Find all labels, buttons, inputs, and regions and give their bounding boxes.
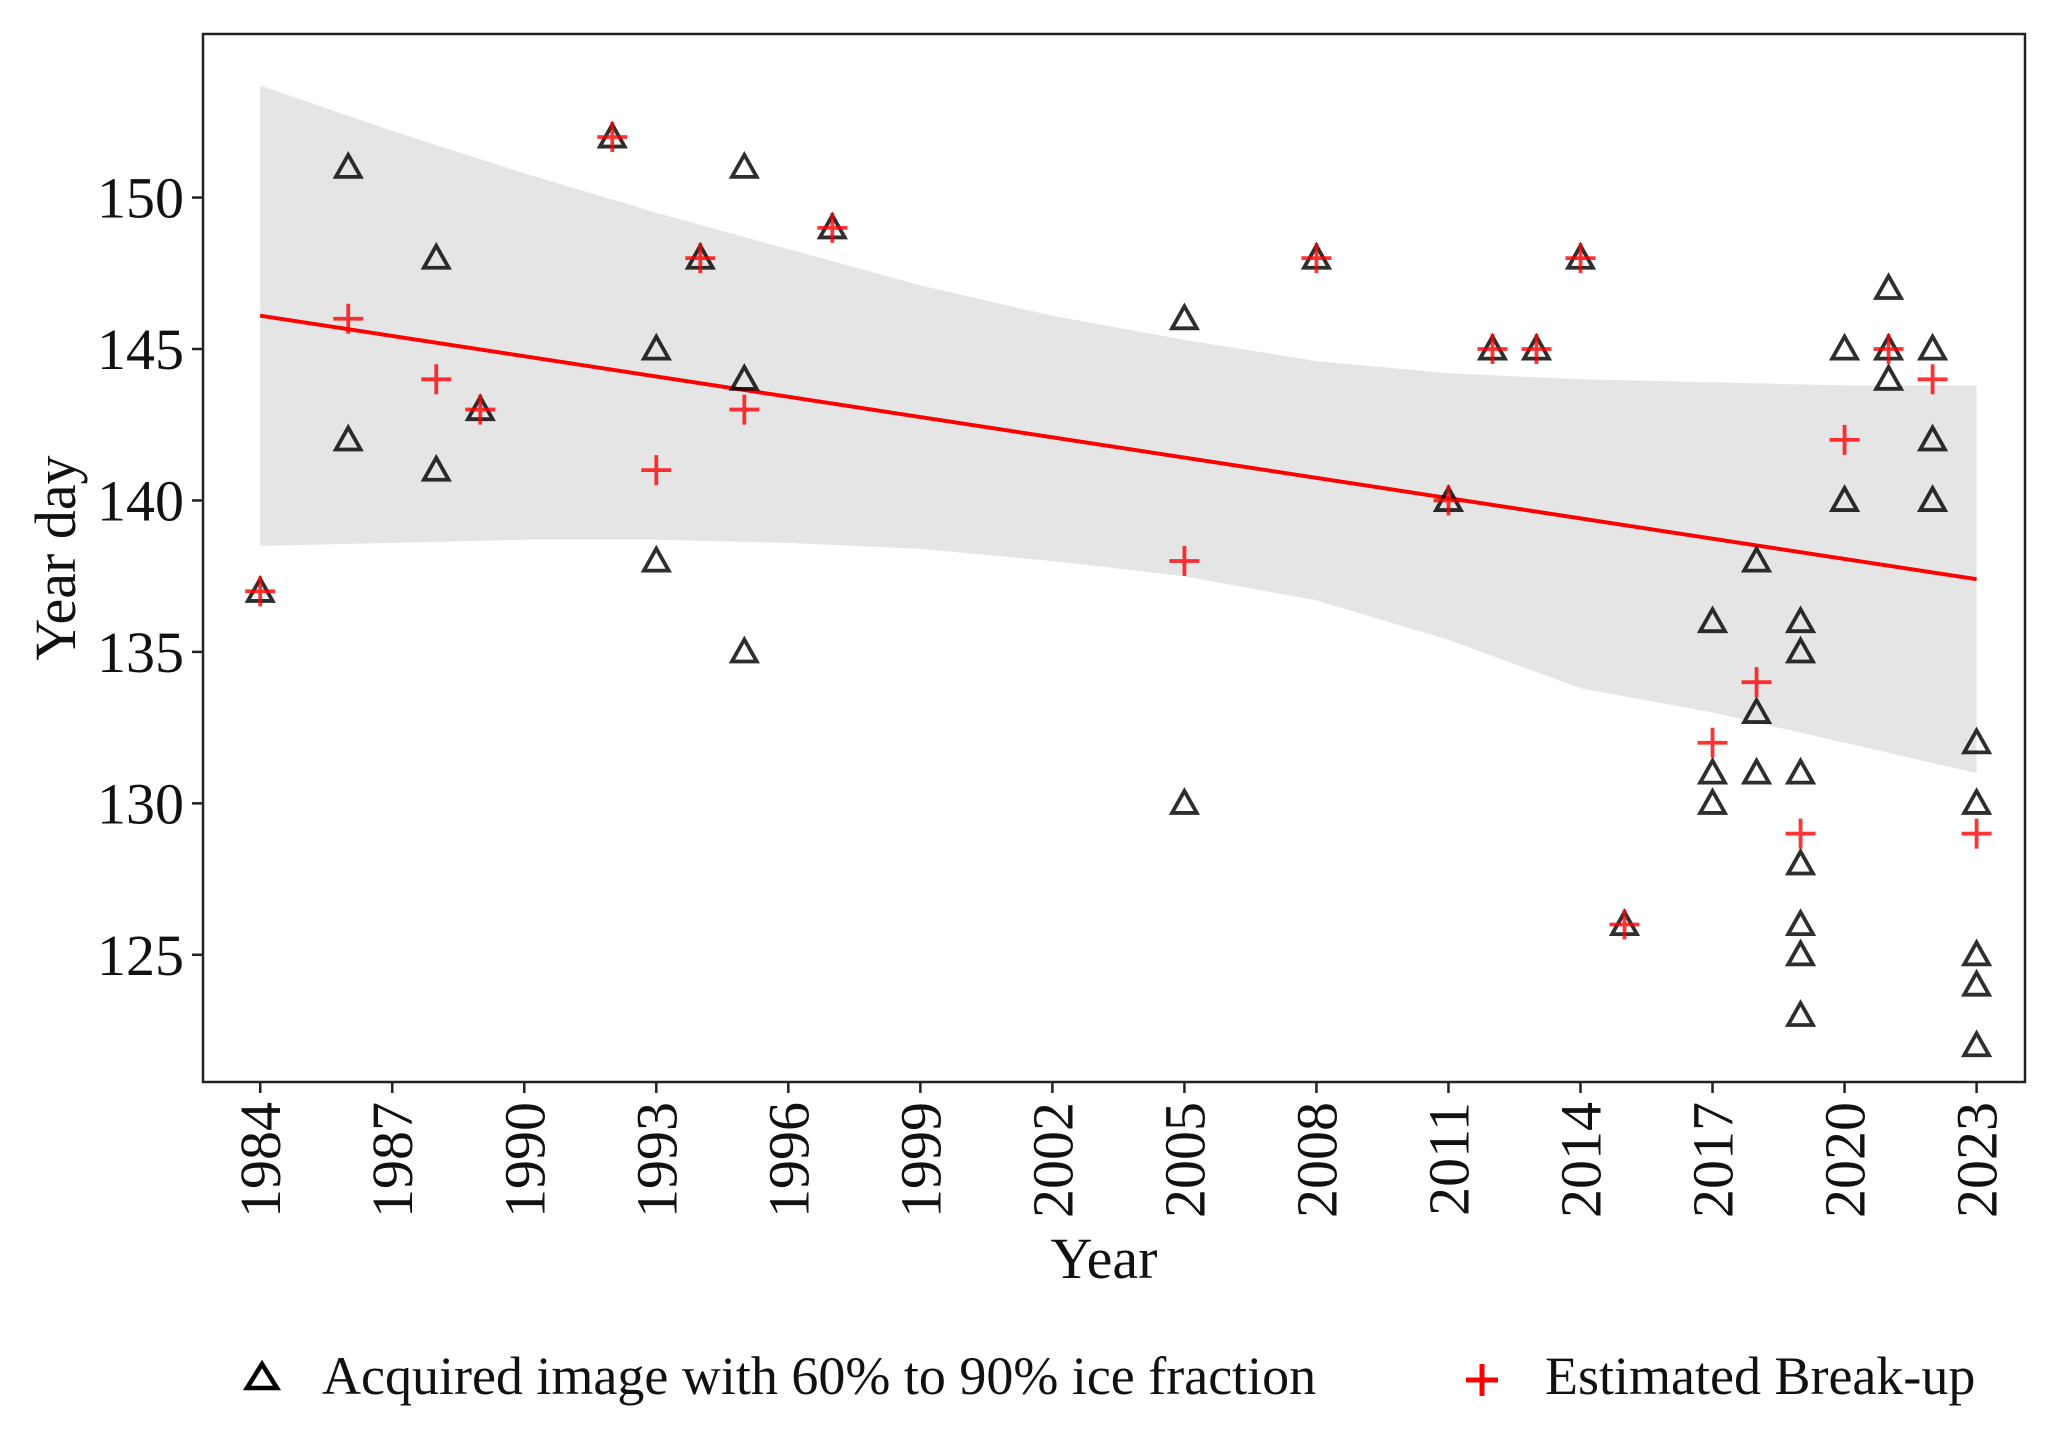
plot-area	[201, 32, 2027, 1084]
plot-frame	[201, 32, 2027, 1084]
triangle-marker	[1784, 908, 1817, 936]
plus-marker	[1477, 334, 1508, 365]
x-tick-label: 2005	[1152, 1102, 1217, 1218]
plus-marker	[1301, 243, 1332, 274]
triangle-marker	[728, 635, 760, 664]
triangle-marker	[1960, 787, 1993, 815]
triangle-marker	[1916, 332, 1949, 361]
triangle-marker	[640, 332, 672, 361]
plus-markers	[245, 121, 1992, 940]
triangle-marker	[1168, 787, 1201, 815]
triangle-marker	[1872, 363, 1905, 391]
triangle-marker	[1960, 938, 1993, 967]
x-axis-ticks: 1984 1987 1990 1993 1996 1999 2002 2005 2008 2011…	[228, 1082, 2010, 1218]
plus-marker	[1697, 727, 1728, 758]
triangle-marker	[1696, 787, 1729, 815]
plus-marker	[1873, 334, 1904, 365]
triangle-marker	[1828, 484, 1861, 512]
x-tick-label: 1984	[228, 1102, 293, 1218]
triangle-marker	[1828, 332, 1861, 361]
triangle-marker	[1740, 544, 1773, 573]
y-axis-title: Year day	[23, 455, 88, 660]
plus-marker	[597, 121, 628, 152]
x-tick-label: 2023	[1945, 1102, 2010, 1218]
confidence-band	[260, 85, 1977, 774]
triangle-marker	[1784, 999, 1817, 1027]
plus-marker	[1917, 364, 1948, 395]
plus-marker	[1521, 334, 1552, 365]
x-tick-label: 2008	[1284, 1102, 1349, 1218]
x-tick-label: 2020	[1813, 1102, 1878, 1218]
trend-line	[259, 313, 1977, 582]
triangle-marker	[1784, 756, 1817, 785]
plus-marker	[729, 394, 760, 425]
triangle-marker	[728, 151, 760, 179]
plus-marker	[333, 303, 364, 334]
x-tick-label: 1987	[360, 1102, 425, 1218]
plus-marker	[1829, 424, 1860, 455]
plus-marker	[421, 364, 452, 395]
triangle-marker	[1960, 968, 1993, 997]
triangle-marker	[640, 544, 672, 573]
plus-marker	[1741, 667, 1772, 698]
triangle-marker	[1872, 272, 1905, 300]
x-tick-label: 1993	[624, 1102, 689, 1218]
plus-marker	[685, 243, 716, 274]
plus-marker	[245, 576, 276, 607]
triangle-marker	[332, 423, 364, 452]
triangle-marker	[728, 363, 760, 391]
legend-triangle-icon	[242, 1359, 282, 1391]
triangle-marker	[1916, 484, 1949, 512]
legend-plus-icon	[1466, 1364, 1498, 1396]
triangle-marker	[1784, 847, 1817, 876]
triangle-marker	[1168, 302, 1201, 331]
y-tick-label: 130	[97, 771, 184, 836]
plus-marker	[1565, 243, 1596, 274]
y-tick-label: 145	[97, 317, 184, 382]
plus-marker	[817, 212, 848, 243]
x-tick-label: 1999	[888, 1102, 953, 1218]
x-tick-label: 2014	[1549, 1102, 1614, 1218]
triangle-marker	[1916, 423, 1949, 452]
y-tick-label: 150	[97, 166, 184, 231]
legend-label-breakup: Estimated Break-up	[1545, 1346, 1975, 1406]
triangle-marker	[332, 151, 364, 179]
plus-marker	[1169, 546, 1200, 577]
triangle-marker	[1960, 1029, 1993, 1058]
x-axis-title: Year	[1051, 1226, 1158, 1291]
x-tick-label: 2011	[1416, 1102, 1481, 1216]
triangle-marker	[1740, 756, 1773, 785]
triangle-marker	[420, 453, 452, 482]
y-tick-label: 140	[97, 468, 184, 533]
triangle-marker	[1696, 605, 1729, 634]
plus-marker	[1785, 818, 1816, 849]
triangle-marker	[420, 241, 452, 270]
triangle-marker	[1740, 696, 1773, 724]
triangle-marker	[1960, 726, 1993, 755]
y-tick-label: 125	[97, 923, 184, 988]
x-tick-label: 1990	[492, 1102, 557, 1218]
x-tick-label: 1996	[756, 1102, 821, 1218]
legend-label-acquired: Acquired image with 60% to 90% ice fract…	[322, 1346, 1316, 1406]
plus-marker	[1433, 485, 1464, 516]
x-tick-label: 2002	[1020, 1102, 1085, 1218]
plus-marker	[465, 394, 496, 425]
triangle-marker	[1696, 756, 1729, 785]
triangle-marker	[1784, 938, 1817, 967]
y-tick-label: 135	[97, 620, 184, 685]
plus-marker	[1609, 909, 1640, 940]
y-axis-ticks: 125 130 135 140 145 150	[97, 166, 203, 988]
legend: Acquired image with 60% to 90% ice fract…	[242, 1346, 1975, 1406]
triangle-marker	[1784, 635, 1817, 664]
x-tick-label: 2017	[1681, 1102, 1746, 1218]
plus-marker	[1961, 818, 1992, 849]
plus-marker	[641, 455, 672, 486]
triangle-marker	[1784, 605, 1817, 634]
